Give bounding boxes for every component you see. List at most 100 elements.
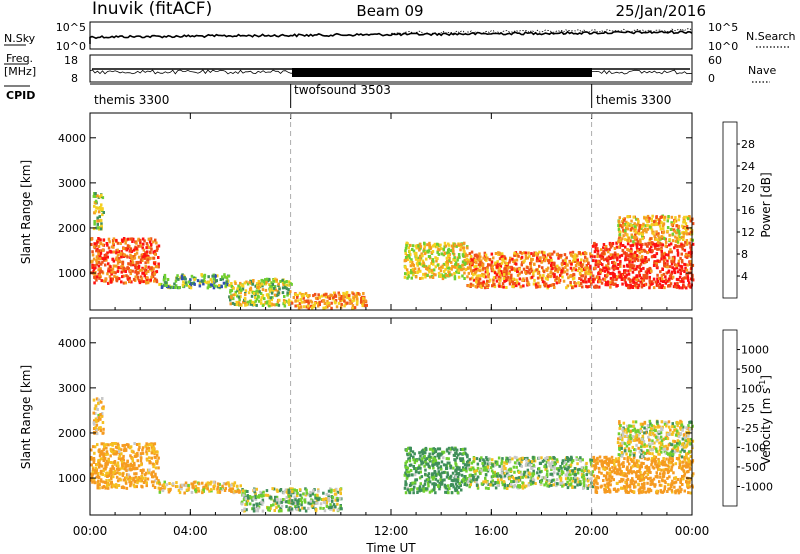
power-cell — [305, 299, 308, 303]
power-cell — [627, 236, 631, 240]
power-cell — [581, 263, 585, 267]
vel-cell — [590, 477, 593, 481]
vel-cell — [448, 487, 451, 491]
vel-cell — [129, 484, 132, 488]
power-cell — [127, 262, 130, 266]
vel-cell — [515, 461, 518, 465]
power-cell — [624, 281, 627, 285]
power-cell — [650, 217, 653, 221]
power-cell — [167, 285, 170, 289]
vel-cell — [506, 471, 509, 475]
power-cell — [594, 263, 597, 267]
power-cell — [518, 267, 521, 271]
vel-cell — [126, 464, 130, 468]
vel-cell — [330, 488, 333, 492]
power-cell — [249, 286, 253, 290]
vel-cell — [297, 505, 300, 509]
power-cell — [214, 284, 217, 288]
vel-cell — [292, 501, 295, 505]
power-cell — [683, 262, 686, 266]
vel-cell — [495, 462, 499, 466]
vel-cell — [246, 499, 250, 503]
power-cell — [109, 280, 113, 284]
power-cell — [571, 286, 574, 290]
power-cell — [625, 224, 629, 228]
vel-cell — [574, 478, 577, 482]
power-cell — [512, 260, 515, 263]
power-cell — [257, 294, 260, 298]
vel-cell — [459, 457, 462, 461]
power-cell — [116, 241, 120, 245]
power-cell — [591, 244, 595, 248]
power-cell — [616, 275, 619, 279]
power-cell — [237, 295, 241, 299]
vel-cell — [425, 448, 428, 452]
vel-cell — [104, 474, 107, 478]
vel-cell — [464, 477, 467, 481]
power-cell — [410, 276, 413, 280]
vel-cell — [116, 461, 120, 465]
vel-cell — [490, 469, 494, 473]
power-cell — [641, 249, 644, 253]
power-cell — [625, 226, 628, 230]
power-cell — [639, 262, 643, 266]
vel-cell — [113, 460, 116, 464]
power-cell — [353, 306, 357, 310]
power-cell — [637, 284, 641, 288]
power-cell — [229, 302, 232, 306]
vel-cell — [418, 489, 421, 493]
power-cell — [675, 244, 679, 248]
power-cell — [650, 245, 653, 249]
power-cell — [498, 257, 502, 261]
power-cell — [363, 304, 367, 308]
power-cell — [212, 283, 215, 287]
vel-cell — [515, 480, 518, 484]
power-cell — [624, 256, 627, 260]
power-cell — [576, 254, 579, 258]
power-cell — [645, 244, 649, 248]
power-cell — [116, 248, 119, 252]
vel-cell — [300, 496, 304, 500]
power-cell — [569, 281, 572, 284]
vel-cell — [131, 459, 134, 463]
vel-cell — [314, 493, 317, 497]
vel-cell — [460, 473, 464, 477]
power-cell — [455, 270, 458, 274]
power-cell — [686, 276, 690, 280]
power-cell — [252, 279, 255, 282]
power-cell — [632, 264, 635, 268]
power-cell — [635, 223, 639, 227]
power-cell — [636, 247, 639, 251]
power-cell — [131, 263, 135, 267]
vel-cell — [152, 465, 155, 469]
power-cell — [456, 263, 460, 267]
power-cell — [672, 285, 676, 289]
vel-cell — [460, 480, 463, 484]
power-cell — [651, 214, 654, 218]
power-cell — [499, 278, 502, 282]
power-cell — [114, 271, 117, 275]
vel-cell — [473, 457, 476, 461]
vel-cell — [521, 456, 524, 460]
power-cell — [668, 284, 672, 288]
vel-cell — [113, 450, 116, 453]
power-cell — [437, 271, 441, 275]
power-cell — [477, 274, 480, 278]
power-cell — [462, 248, 465, 252]
vel-cell — [486, 465, 489, 469]
power-cell — [342, 294, 345, 298]
power-cell — [282, 298, 286, 302]
power-cell — [622, 234, 625, 238]
vel-cell — [129, 454, 132, 458]
power-cell — [129, 269, 132, 272]
power-cell — [639, 243, 642, 246]
power-cell — [679, 279, 682, 283]
vel-cell — [442, 450, 446, 454]
power-cell — [110, 272, 113, 276]
power-cell — [502, 273, 506, 277]
power-cell — [622, 230, 625, 234]
power-cell — [652, 232, 655, 236]
power-cell — [322, 299, 325, 302]
power-cell — [680, 252, 683, 256]
power-cell — [428, 267, 431, 271]
